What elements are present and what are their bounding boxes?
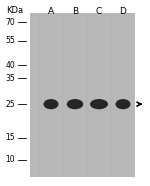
Ellipse shape	[116, 99, 130, 109]
Text: 35: 35	[5, 74, 15, 83]
Text: C: C	[96, 7, 102, 16]
Text: A: A	[48, 7, 54, 16]
Text: 10: 10	[5, 155, 15, 164]
Text: 55: 55	[5, 36, 15, 45]
Ellipse shape	[67, 99, 83, 109]
Text: 40: 40	[5, 61, 15, 70]
FancyBboxPatch shape	[30, 13, 135, 177]
Text: 70: 70	[5, 18, 15, 27]
Text: 25: 25	[5, 100, 15, 109]
Text: D: D	[120, 7, 126, 16]
Text: KDa: KDa	[6, 6, 23, 15]
Ellipse shape	[44, 99, 59, 109]
Text: 15: 15	[5, 133, 15, 142]
Ellipse shape	[90, 99, 108, 109]
Text: B: B	[72, 7, 78, 16]
